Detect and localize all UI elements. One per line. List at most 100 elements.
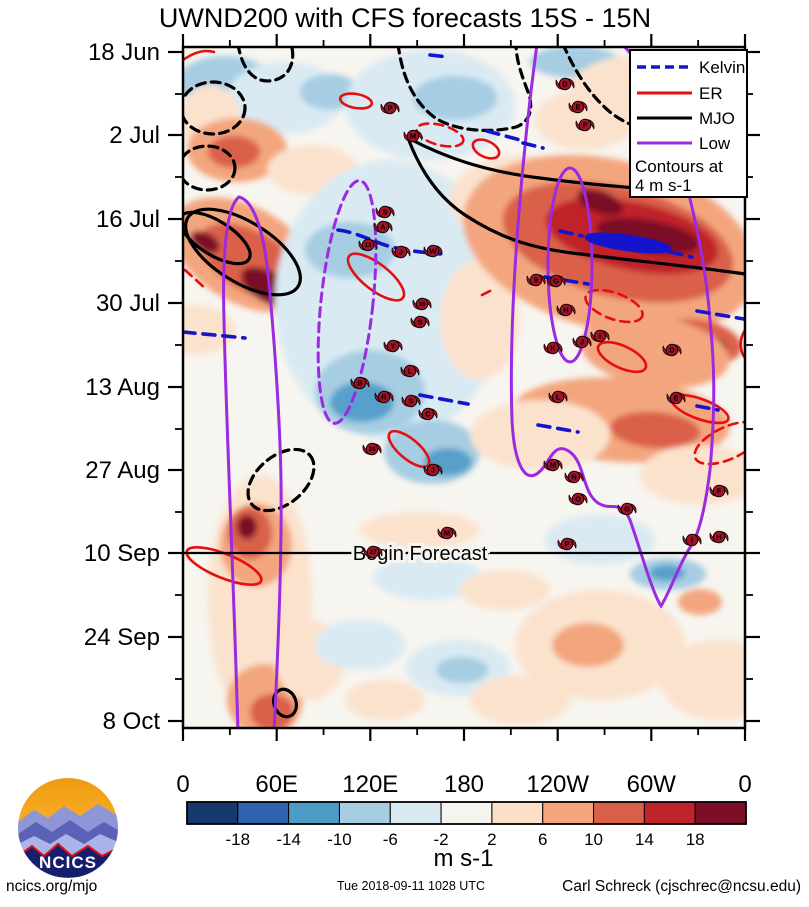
kelvin-contour: [183, 330, 247, 340]
cyclone-core: [567, 470, 581, 484]
cyclone-symbol: 13: [358, 238, 378, 252]
cyclone-label: K: [550, 344, 556, 353]
cyclone-core: [426, 244, 440, 258]
cyclone-symbol: H: [709, 530, 729, 544]
colorbar-segment: [288, 801, 340, 825]
cyclone-core: [383, 101, 397, 115]
cyclone-symbol: K: [543, 341, 563, 355]
cyclone-symbol: I: [682, 533, 702, 547]
colorbar-segment: [542, 801, 595, 825]
cyclone-label: C: [425, 410, 431, 419]
cyclone-core: [559, 303, 573, 317]
cyclone-label: H: [716, 533, 721, 542]
cyclone-label: J: [431, 466, 435, 475]
cyclone-core: [366, 545, 380, 559]
shading-blob: [580, 315, 730, 389]
cyclone-symbol: N: [564, 470, 584, 484]
cyclone-core: [529, 273, 543, 287]
plot-border: [181, 45, 747, 730]
kelvin-contour: [695, 404, 720, 412]
cyclone-symbol: G: [617, 502, 637, 516]
cyclone-label: E: [575, 103, 580, 112]
colorbar-segment: [338, 801, 391, 825]
colorbar-tick-label: 10: [584, 830, 603, 849]
cyclone-symbol: D: [662, 343, 682, 357]
shading-blob: [345, 680, 425, 720]
legend-note-line1: Contours at: [635, 157, 723, 176]
cyclone-symbol: P: [557, 537, 577, 551]
shading-blob: [373, 556, 483, 600]
cyclone-label: 9: [534, 276, 538, 285]
colorbar-segment: [389, 801, 442, 825]
cyclone-label: 16: [419, 301, 426, 308]
legend-label-kelvin: Kelvin: [699, 58, 745, 77]
cyclone-core: [560, 537, 574, 551]
colorbar-tick-label: -14: [276, 830, 301, 849]
colorbar-segment: [186, 801, 239, 825]
cyclone-label: P: [387, 104, 392, 113]
colorbar-tick-label: -10: [327, 830, 352, 849]
colorbar-tick-label: -6: [383, 830, 398, 849]
cyclone-core: [620, 502, 634, 516]
cyclone-core: [406, 129, 420, 143]
cyclone-core: [549, 274, 563, 288]
kelvin-contour: [584, 232, 672, 254]
mjo-contour: [183, 144, 237, 192]
er-contour: [387, 429, 431, 469]
mjo-contour: [183, 80, 247, 136]
cyclone-label: Y: [390, 342, 395, 351]
low-contour: [222, 195, 283, 728]
cyclone-symbol: M: [437, 526, 457, 540]
er-contour: [693, 420, 745, 466]
kelvin-contour: [558, 229, 584, 238]
cyclone-symbol: B: [350, 376, 370, 390]
cyclone-label: 24: [369, 446, 376, 453]
cyclone-label: S: [382, 208, 387, 217]
er-contour: [338, 92, 374, 110]
cyclone-symbol: C: [418, 407, 438, 421]
cyclone-label: M: [444, 529, 450, 538]
cyclone-symbol: J: [572, 335, 592, 349]
legend-box: [629, 49, 748, 198]
cyclone-core: [394, 245, 408, 259]
colorbar-segment: [491, 801, 544, 825]
cyclone-core: [403, 364, 417, 378]
cyclone-symbol: 24: [362, 442, 382, 456]
cyclone-label: S: [408, 397, 413, 406]
cyclone-label: L: [556, 393, 561, 402]
cyclone-label: 13: [365, 242, 372, 249]
legend-note-line2: 4 m s-1: [635, 176, 692, 195]
cyclone-core: [669, 391, 683, 405]
shading-blob: [678, 589, 722, 615]
x-tick-label: 120W: [526, 771, 589, 798]
colorbar-units: m s-1: [434, 845, 494, 872]
cyclone-symbol: A: [373, 220, 393, 234]
cyclone-symbol: L: [400, 364, 420, 378]
y-tick-label: 2 Jul: [109, 122, 160, 149]
kelvin-contour: [536, 423, 580, 434]
shading-blob: [470, 675, 570, 725]
shading-blob: [237, 515, 257, 539]
cyclone-label: P: [564, 540, 569, 549]
cyclone-core: [665, 343, 679, 357]
x-tick-label: 0: [738, 771, 751, 798]
shading-blob: [610, 411, 700, 449]
cyclone-core: [546, 458, 560, 472]
kelvin-contour: [485, 129, 522, 142]
cyclone-symbol: L: [548, 390, 568, 404]
cyclone-core: [404, 394, 418, 408]
cyclone-label: J: [580, 338, 584, 347]
cyclone-symbol: W: [423, 244, 443, 258]
shading-blob: [545, 515, 655, 565]
mjo-contour: [396, 47, 533, 132]
shading-blob: [460, 570, 550, 610]
cyclone-core: [365, 442, 379, 456]
cyclone-label: D: [562, 80, 568, 89]
shading-blob: [436, 657, 488, 683]
er-contour: [480, 288, 494, 297]
cyclone-label: I: [691, 536, 693, 545]
cyclone-symbol: E: [666, 391, 686, 405]
shading-blob: [360, 512, 480, 548]
